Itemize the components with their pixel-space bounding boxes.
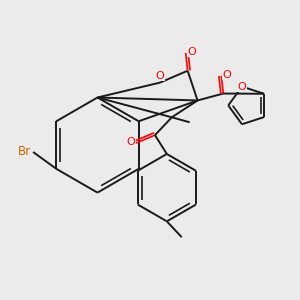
Text: O: O bbox=[238, 82, 246, 92]
Text: O: O bbox=[222, 70, 231, 80]
Text: O: O bbox=[155, 70, 164, 81]
Text: Br: Br bbox=[18, 146, 31, 158]
Text: O: O bbox=[126, 137, 135, 147]
Text: O: O bbox=[188, 47, 196, 57]
